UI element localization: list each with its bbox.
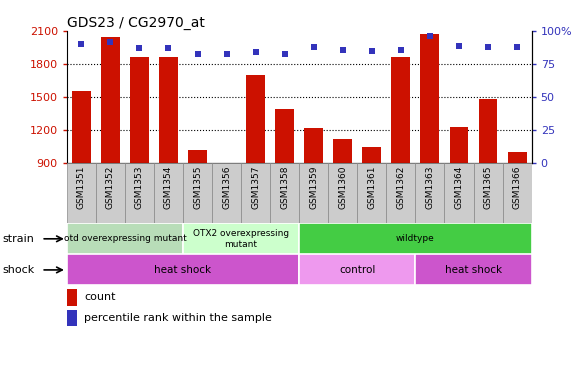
- Point: [309, 44, 318, 50]
- Bar: [503, 163, 532, 223]
- Text: GSM1365: GSM1365: [483, 166, 493, 209]
- Bar: [159, 57, 178, 163]
- Bar: [96, 163, 125, 223]
- Bar: [328, 163, 357, 223]
- Bar: [415, 254, 532, 285]
- Text: wildtype: wildtype: [396, 234, 435, 243]
- Text: GSM1358: GSM1358: [280, 166, 289, 209]
- Point: [483, 44, 493, 50]
- Bar: [130, 57, 149, 163]
- Text: GSM1364: GSM1364: [454, 166, 464, 209]
- Bar: [67, 254, 299, 285]
- Bar: [67, 163, 96, 223]
- Bar: [508, 152, 526, 163]
- Bar: [217, 163, 236, 168]
- Bar: [386, 163, 415, 223]
- Point: [454, 43, 464, 49]
- Bar: [67, 289, 77, 306]
- Point: [425, 33, 435, 39]
- Bar: [212, 163, 241, 223]
- Text: GSM1351: GSM1351: [77, 166, 86, 209]
- Text: GSM1354: GSM1354: [164, 166, 173, 209]
- Point: [193, 51, 202, 56]
- Bar: [479, 99, 497, 163]
- Bar: [333, 139, 352, 163]
- Bar: [183, 223, 299, 254]
- Bar: [299, 223, 532, 254]
- Bar: [67, 223, 183, 254]
- Bar: [304, 128, 323, 163]
- Bar: [154, 163, 183, 223]
- Text: otd overexpressing mutant: otd overexpressing mutant: [63, 234, 187, 243]
- Bar: [444, 163, 474, 223]
- Text: shock: shock: [3, 265, 35, 275]
- Bar: [270, 163, 299, 223]
- Bar: [474, 163, 503, 223]
- Bar: [357, 163, 386, 223]
- Point: [338, 46, 347, 52]
- Point: [367, 48, 376, 54]
- Bar: [125, 163, 154, 223]
- Point: [222, 51, 231, 56]
- Text: OTX2 overexpressing
mutant: OTX2 overexpressing mutant: [193, 229, 289, 249]
- Bar: [188, 150, 207, 163]
- Text: percentile rank within the sample: percentile rank within the sample: [84, 313, 272, 323]
- Bar: [183, 163, 212, 223]
- Text: GSM1353: GSM1353: [135, 166, 144, 209]
- Text: GSM1352: GSM1352: [106, 166, 115, 209]
- Bar: [415, 163, 444, 223]
- Text: heat shock: heat shock: [155, 265, 211, 275]
- Text: strain: strain: [3, 234, 35, 244]
- Text: GSM1362: GSM1362: [396, 166, 406, 209]
- Text: GSM1361: GSM1361: [367, 166, 376, 209]
- Point: [512, 44, 522, 50]
- Text: GSM1366: GSM1366: [512, 166, 522, 209]
- Bar: [450, 127, 468, 163]
- Point: [396, 46, 406, 52]
- Bar: [363, 147, 381, 163]
- Text: control: control: [339, 265, 375, 275]
- Bar: [246, 75, 265, 163]
- Text: GSM1363: GSM1363: [425, 166, 435, 209]
- Bar: [241, 163, 270, 223]
- Point: [280, 51, 289, 56]
- Bar: [299, 163, 328, 223]
- Bar: [392, 57, 410, 163]
- Text: GSM1360: GSM1360: [338, 166, 347, 209]
- Text: GDS23 / CG2970_at: GDS23 / CG2970_at: [67, 16, 205, 30]
- Bar: [299, 254, 415, 285]
- Bar: [275, 109, 294, 163]
- Bar: [67, 310, 77, 326]
- Point: [135, 45, 144, 51]
- Point: [251, 49, 260, 55]
- Text: heat shock: heat shock: [445, 265, 502, 275]
- Point: [77, 41, 86, 47]
- Bar: [72, 92, 91, 163]
- Text: count: count: [84, 292, 116, 302]
- Bar: [101, 37, 120, 163]
- Text: GSM1355: GSM1355: [193, 166, 202, 209]
- Text: GSM1357: GSM1357: [251, 166, 260, 209]
- Point: [164, 45, 173, 51]
- Text: GSM1359: GSM1359: [309, 166, 318, 209]
- Bar: [421, 34, 439, 163]
- Point: [106, 39, 115, 45]
- Text: GSM1356: GSM1356: [222, 166, 231, 209]
